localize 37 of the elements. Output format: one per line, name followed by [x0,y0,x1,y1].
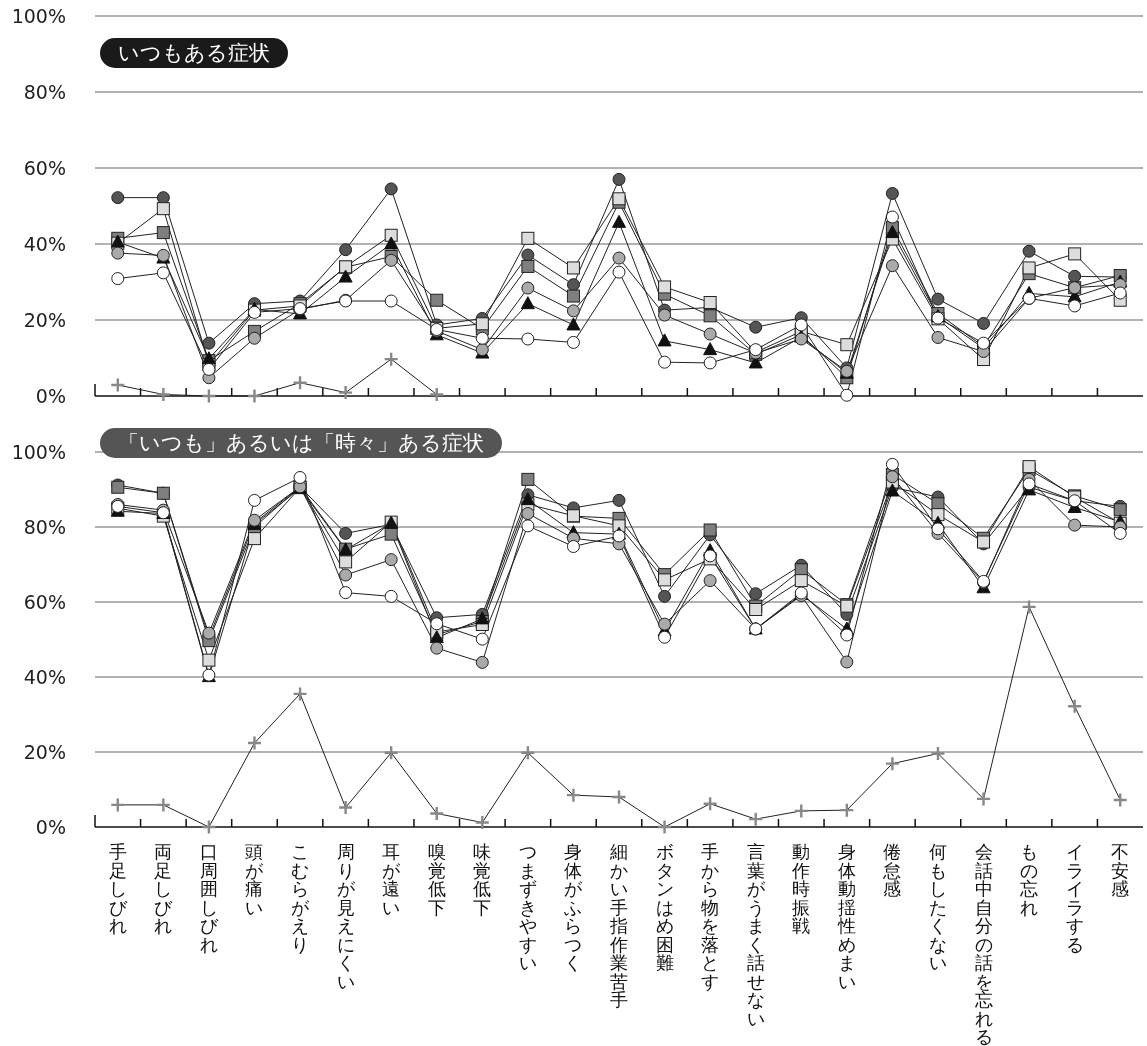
x-tick-label: 手足しびれ [108,841,128,936]
x-tick-label: イライラする [1065,841,1084,955]
y-tick-label: 0% [35,816,66,838]
x-tick-label: 何もしたくない [928,841,947,973]
x-tick-label: 倦怠感 [882,841,902,899]
x-tick-label: もの忘れ [1020,841,1039,918]
y-tick-label: 80% [23,81,66,103]
x-tick-label: 身体がふらつく [563,841,584,973]
y-tick-label: 0% [35,385,66,407]
x-tick-label: 味覚低下 [473,841,492,918]
y-tick-label: 60% [23,591,66,613]
x-tick-label: 身体動揺性めまい [836,841,856,992]
x-tick-label: 不安感 [1111,841,1130,899]
x-tick-label: つまずきやすい [518,841,537,973]
category-label: 細かい手指作業苦手 [610,841,628,1010]
y-tick-label: 80% [23,516,66,538]
y-tick-label: 60% [23,157,66,179]
text: いつもある症状 [118,41,270,65]
x-tick-label: 耳が遠い [382,841,402,918]
x-tick-label: 手から物を落とす [701,841,720,992]
y-tick-label: 100% [11,5,66,27]
x-tick-label: 周りが見えにくい [336,841,356,992]
chart-title: 「いつも」あるいは「時々」ある症状 [118,431,484,455]
y-tick-label: 20% [23,741,66,763]
x-tick-label: こむらがえり [291,841,311,955]
x-tick-label: 両足しびれ [154,841,174,936]
y-tick-label: 100% [11,441,66,463]
x-tick-label: 口周囲しびれ [199,841,219,955]
x-tick-label: 動作時振戦 [791,841,811,936]
y-tick-label: 40% [23,233,66,255]
y-tick-label: 40% [23,666,66,688]
x-tick-label: ボタンはめ困難 [655,841,674,973]
y-tick-label: 20% [23,309,66,331]
x-tick-label: 嗅覚低下 [427,841,446,918]
category-label: 会話中自分の話を忘れる [974,841,993,1046]
x-tick-label: 頭が痛い [245,841,265,918]
category-label: 言葉がうまく話せない [746,841,765,1029]
